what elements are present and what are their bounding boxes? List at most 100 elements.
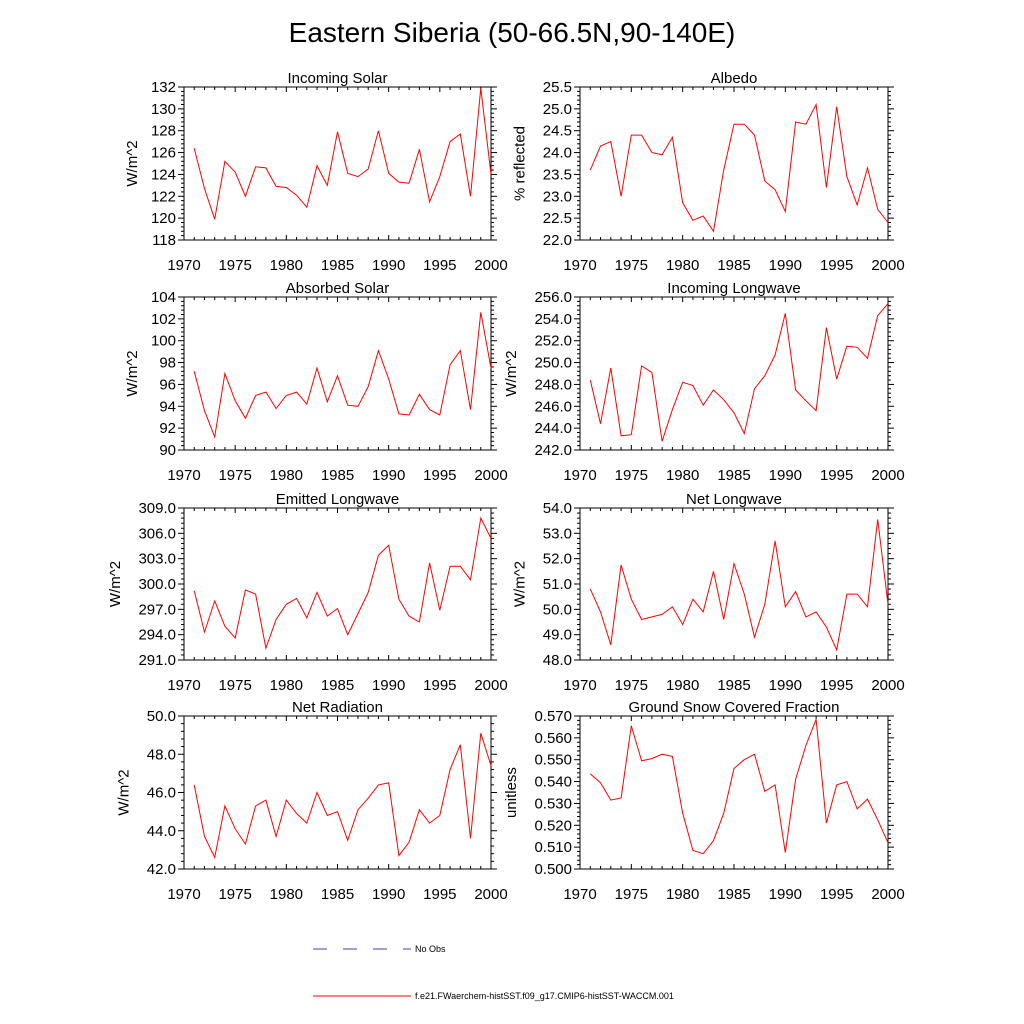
plot-frame [183,296,492,451]
x-tick-label: 1985 [321,467,354,484]
y-tick-label: 22.5 [543,210,572,227]
x-tick-label: 1980 [666,886,699,903]
x-tick-label: 1980 [270,467,303,484]
x-tick-label: 1980 [666,467,699,484]
x-tick-label: 1970 [167,257,200,274]
y-tick-label: 53.0 [543,525,572,542]
x-tick-label: 1995 [423,886,456,903]
y-tick-label: 300.0 [138,576,176,593]
x-tick-label: 1975 [615,467,648,484]
y-tick-label: 130 [151,101,176,118]
series-line [193,733,492,860]
y-tick-label: 25.5 [543,79,572,96]
plot-frame [183,86,492,241]
x-tick-label: 1970 [563,677,596,694]
x-tick-label: 1995 [820,886,853,903]
x-tick-label: 1985 [717,886,750,903]
x-tick-label: 1985 [321,257,354,274]
x-tick-label: 1990 [769,257,802,274]
x-tick-label: 1995 [423,467,456,484]
x-tick-label: 2000 [474,677,507,694]
y-tick-label: 0.520 [534,817,572,834]
x-tick-label: 1975 [218,467,251,484]
y-tick-label: 94 [159,398,176,415]
x-tick-label: 1990 [372,257,405,274]
y-tick-label: 309.0 [138,500,176,517]
x-tick-label: 1990 [769,677,802,694]
panel-title: Net Radiation [292,699,383,716]
x-tick-label: 1980 [666,257,699,274]
y-tick-label: 50.0 [543,601,572,618]
y-tick-label: 0.530 [534,795,572,812]
x-tick-label: 1985 [321,677,354,694]
plot-frame [579,296,889,451]
y-axis-label: W/m^2 [124,350,141,396]
x-tick-label: 1975 [218,677,251,694]
y-axis-label: W/m^2 [511,561,528,607]
y-tick-label: 252.0 [534,333,572,350]
x-tick-label: 1985 [717,677,750,694]
x-tick-label: 1995 [820,257,853,274]
y-axis-label: % reflected [511,126,528,201]
series-line [589,519,889,652]
y-tick-label: 92 [159,420,176,437]
y-tick-label: 250.0 [534,355,572,372]
panel-title: Ground Snow Covered Fraction [629,699,840,716]
y-tick-label: 254.0 [534,311,572,328]
x-tick-label: 2000 [871,677,904,694]
panel-absorbed-solar: 1970 1975 1980 1985 1990 1995 2000 90 92 94 96 98 10… [124,280,508,484]
y-tick-label: 48.0 [147,746,176,763]
y-tick-label: 98 [159,355,176,372]
y-tick-label: 246.0 [534,398,572,415]
x-tick-label: 1995 [820,677,853,694]
x-tick-label: 1995 [423,677,456,694]
x-tick-label: 1980 [270,257,303,274]
plot-frame [579,507,889,661]
y-tick-label: 46.0 [147,785,176,802]
y-tick-label: 122 [151,188,176,205]
y-tick-label: 44.0 [147,823,176,840]
plot-frame [579,715,889,870]
legend-label-no-obs: No Obs [415,944,446,954]
panel-title: Incoming Solar [287,70,387,87]
legend-label-model-run: f.e21.FWaerchem-histSST.f09_g17.CMIP6-hi… [415,991,674,1001]
panel-title: Incoming Longwave [667,280,800,297]
x-tick-label: 1980 [270,677,303,694]
panel-net-longwave: 1970 1975 1980 1985 1990 1995 2000 48.0 49.0 50.0… [511,491,904,694]
y-axis-label: W/m^2 [124,140,141,186]
x-tick-label: 2000 [871,257,904,274]
x-tick-label: 1990 [769,886,802,903]
x-tick-label: 1985 [321,886,354,903]
panel-incoming-solar: 1970 1975 1980 1985 1990 1995 2000 118 120 122 124… [124,70,508,274]
y-tick-label: 0.510 [534,839,572,856]
plot-frame [183,507,492,661]
y-tick-label: 42.0 [147,861,176,878]
y-tick-label: 24.5 [543,123,572,140]
y-tick-label: 128 [151,123,176,140]
y-tick-label: 256.0 [534,289,572,306]
x-tick-label: 2000 [871,886,904,903]
x-tick-label: 1985 [717,257,750,274]
y-axis-label: unitless [503,767,520,818]
panels: 1970 1975 1980 1985 1990 1995 2000 118 120 122 124… [107,70,905,903]
x-tick-label: 1990 [769,467,802,484]
y-tick-label: 244.0 [534,420,572,437]
y-tick-label: 90 [159,442,176,459]
y-tick-label: 0.560 [534,730,572,747]
y-tick-label: 51.0 [543,576,572,593]
y-tick-label: 297.0 [138,601,176,618]
x-tick-label: 2000 [474,257,507,274]
y-tick-label: 104 [151,289,176,306]
x-tick-label: 2000 [474,886,507,903]
figure-title: Eastern Siberia (50-66.5N,90-140E) [289,17,736,48]
x-tick-label: 1995 [820,467,853,484]
panel-title: Emitted Longwave [276,491,399,508]
x-tick-label: 1970 [167,677,200,694]
y-tick-label: 23.5 [543,166,572,183]
panel-title: Albedo [711,70,758,87]
x-tick-label: 1975 [615,257,648,274]
x-tick-label: 1970 [563,886,596,903]
panel-albedo: 1970 1975 1980 1985 1990 1995 2000 22.0 22.5 23.0… [511,70,904,274]
series-line [589,102,889,233]
